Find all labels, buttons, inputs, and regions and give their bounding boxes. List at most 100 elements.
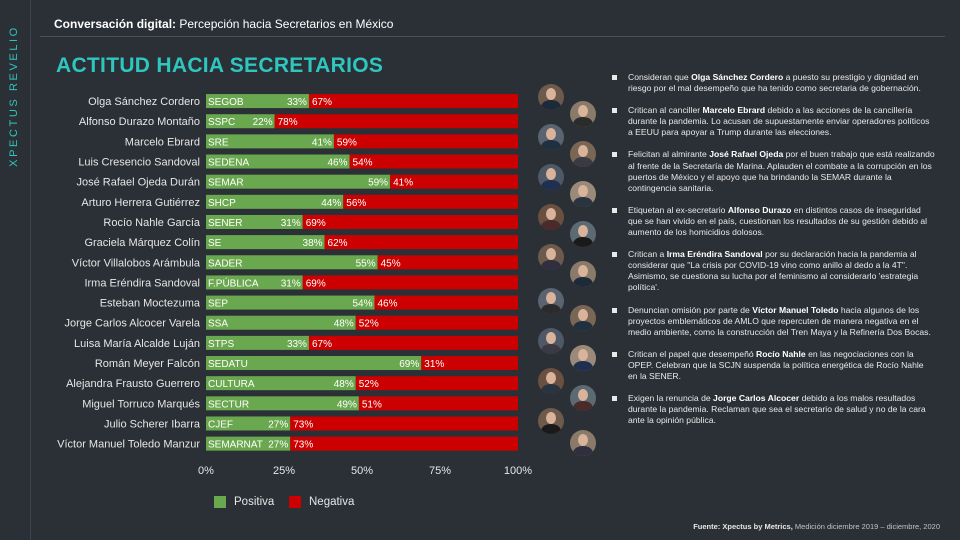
- dept-label: SECTUR: [208, 399, 249, 410]
- bullet-icon: [612, 108, 617, 114]
- data-label-positive: 48%: [334, 379, 354, 390]
- sidebar-divider: [30, 0, 31, 540]
- note-text: Critican al canciller: [628, 105, 703, 116]
- avatar-head: [546, 332, 556, 344]
- legend-swatch-positive: [214, 496, 226, 508]
- data-label-positive: 31%: [281, 278, 301, 289]
- x-tick-label: 100%: [504, 465, 532, 477]
- data-label-positive: 22%: [253, 117, 273, 128]
- bar-negative: [302, 275, 518, 290]
- bar-negative: [355, 315, 518, 330]
- note-highlight: Alfonso Durazo: [727, 204, 792, 215]
- avatar: [570, 221, 596, 247]
- bar-positive: [206, 114, 275, 129]
- row-label: Román Meyer Falcón: [95, 358, 200, 370]
- note-item: Critican a Irma Eréndira Sandoval por su…: [610, 249, 935, 293]
- avatar-body: [541, 220, 561, 230]
- bar-negative: [308, 335, 518, 350]
- avatar: [538, 204, 564, 230]
- avatar-body: [541, 424, 561, 434]
- bar-positive: [206, 275, 303, 290]
- header-label: Conversación digital:: [54, 17, 177, 31]
- avatar-body: [573, 361, 593, 371]
- notes-list: Consideran que Olga Sánchez Cordero a pu…: [610, 72, 935, 437]
- note-text: en las negociaciones con la OPEP. Celebr…: [628, 348, 924, 381]
- bar-positive: [206, 416, 291, 431]
- note-item: Denuncian omisión por parte de Víctor Ma…: [610, 305, 935, 338]
- note-text: Critican a: [628, 249, 667, 260]
- data-label-positive: 46%: [328, 158, 348, 169]
- bar-positive: [206, 194, 344, 209]
- data-label-negative: 51%: [362, 399, 382, 410]
- data-label-positive: 48%: [334, 319, 354, 330]
- note-text: Critican el papel que desempeñó: [628, 348, 757, 359]
- bar-negative: [324, 235, 518, 250]
- avatar-head: [546, 168, 556, 180]
- bar-negative: [390, 174, 518, 189]
- header-divider: [40, 36, 945, 37]
- note-highlight: Irma Eréndira Sandoval: [666, 249, 763, 260]
- data-label-negative: 73%: [293, 419, 313, 430]
- bar-positive: [206, 154, 350, 169]
- avatar-body: [573, 446, 593, 456]
- data-label-negative: 41%: [393, 178, 413, 189]
- avatar: [570, 101, 596, 127]
- bar-positive: [206, 356, 422, 371]
- data-label-negative: 56%: [346, 198, 366, 209]
- bar-negative: [358, 396, 518, 411]
- data-label-negative: 67%: [312, 339, 332, 350]
- row-label: Víctor Manuel Toledo Manzur: [57, 439, 200, 451]
- avatar: [538, 408, 564, 434]
- avatar-head: [546, 88, 556, 100]
- dept-label: SEMAR: [208, 178, 244, 189]
- avatar-body: [573, 321, 593, 331]
- bar-positive: [206, 235, 325, 250]
- note-text: por el buen trabajo que está realizando …: [628, 149, 935, 193]
- note-text: hacia algunos de los proyectos emblemáti…: [628, 304, 931, 337]
- avatar-body: [573, 157, 593, 167]
- bar-negative: [308, 94, 518, 109]
- note-text: en distintos casos de inseguridad que se…: [628, 204, 928, 238]
- row-label: Marcelo Ebrard: [125, 136, 200, 148]
- data-label-negative: 69%: [306, 278, 326, 289]
- avatar-head: [546, 208, 556, 220]
- row-label: Miguel Torruco Marqués: [82, 398, 200, 410]
- data-label-positive: 54%: [352, 299, 372, 310]
- legend-item-negative: Negativa: [289, 496, 354, 508]
- dept-label: STPS: [208, 339, 234, 350]
- dept-label: SHCP: [208, 198, 236, 209]
- data-label-negative: 62%: [328, 238, 348, 249]
- avatar-head: [578, 225, 588, 237]
- avatar: [570, 181, 596, 207]
- avatar: [570, 385, 596, 411]
- x-tick-label: 25%: [273, 465, 295, 477]
- avatar-head: [578, 389, 588, 401]
- data-label-positive: 33%: [287, 97, 307, 108]
- dept-label: SEDENA: [208, 158, 249, 169]
- note-item: Felicitan al almirante José Rafael Ojeda…: [610, 149, 935, 193]
- dept-label: SSA: [208, 319, 228, 330]
- bar-positive: [206, 335, 309, 350]
- data-label-negative: 45%: [381, 258, 401, 269]
- avatar: [538, 244, 564, 270]
- avatar-body: [541, 260, 561, 270]
- note-item: Consideran que Olga Sánchez Cordero a pu…: [610, 72, 935, 94]
- note-text: debido a los malos resultados durante la…: [628, 393, 926, 426]
- data-label-positive: 33%: [287, 339, 307, 350]
- avatar-body: [541, 100, 561, 110]
- note-text: Consideran que: [628, 72, 692, 82]
- dept-label: CULTURA: [208, 379, 255, 390]
- bar-negative: [290, 416, 518, 431]
- avatar-head: [546, 412, 556, 424]
- data-label-negative: 52%: [359, 379, 379, 390]
- row-label: Jorge Carlos Alcocer Varela: [64, 318, 200, 330]
- note-highlight: Víctor Manuel Toledo: [752, 304, 839, 315]
- avatar-head: [578, 265, 588, 277]
- chart-title: ACTITUD HACIA SECRETARIOS: [56, 54, 384, 77]
- data-label-negative: 73%: [293, 440, 313, 451]
- bar-positive: [206, 214, 303, 229]
- avatar-head: [546, 248, 556, 260]
- note-item: Exigen la renuncia de Jorge Carlos Alcoc…: [610, 393, 935, 426]
- row-label: Luis Cresencio Sandoval: [78, 157, 200, 169]
- avatar-body: [541, 384, 561, 394]
